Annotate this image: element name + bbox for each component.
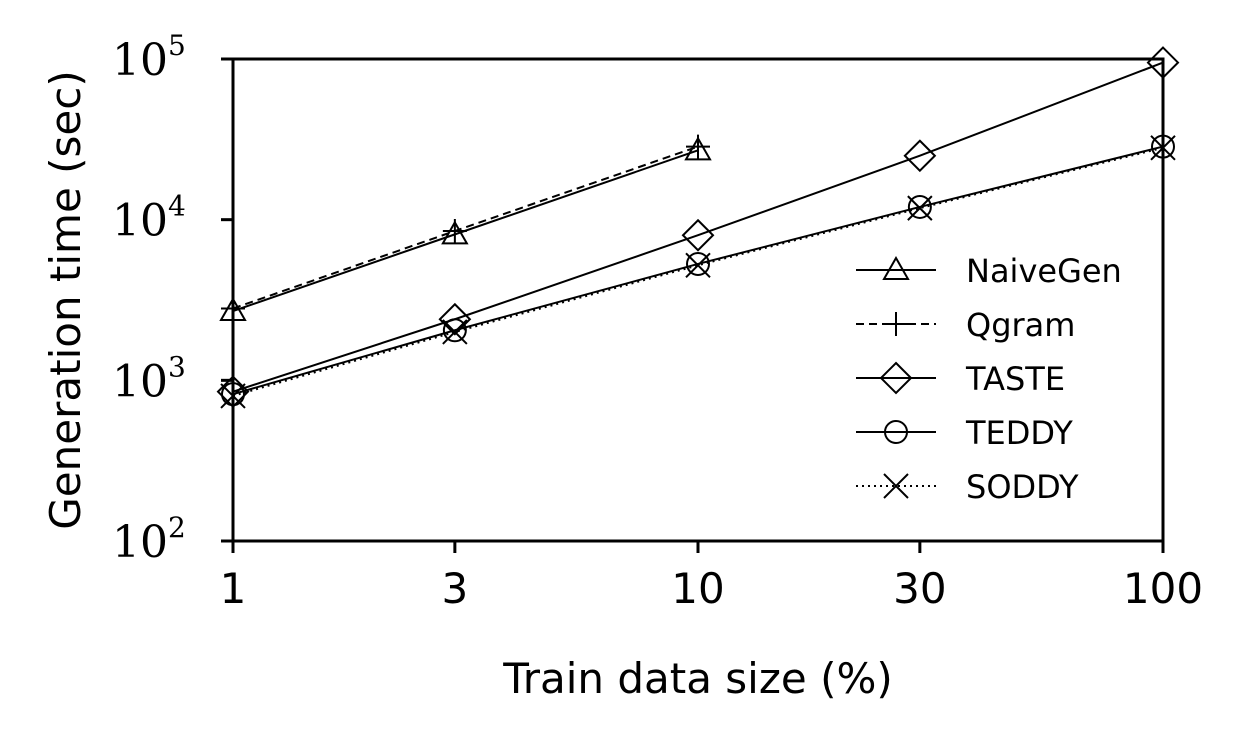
x-axis-title: Train data size (%) <box>502 654 893 703</box>
legend-item-taste: TASTE <box>856 360 1065 398</box>
y-tick-exponent: 5 <box>168 29 186 62</box>
legend-label: NaiveGen <box>966 252 1122 290</box>
legend-marker-circle <box>884 420 908 444</box>
x-tick-label: 1 <box>220 564 247 613</box>
y-tick-exponent: 3 <box>168 350 186 383</box>
y-tick-label: 104 <box>112 190 186 247</box>
series-naivegen <box>219 136 712 322</box>
y-tick-label: 102 <box>112 511 186 568</box>
legend-item-teddy: TEDDY <box>856 414 1073 452</box>
legend-label: Qgram <box>966 306 1075 344</box>
series-taste <box>216 46 1180 409</box>
y-tick-base: 10 <box>112 356 168 407</box>
y-tick-exponent: 4 <box>168 190 186 223</box>
y-tick-label: 103 <box>112 350 186 407</box>
data-point-qgram-1 <box>442 219 467 244</box>
data-point-soddy-2 <box>685 252 711 279</box>
legend-marker-x <box>883 473 909 499</box>
data-point-taste-3 <box>903 139 937 173</box>
legend-marker-plus <box>884 312 908 336</box>
legend-marker-triangle <box>882 255 910 280</box>
series-line-qgram <box>232 145 699 310</box>
legend-label: SODDY <box>966 468 1079 506</box>
y-tick-base: 10 <box>112 196 168 247</box>
data-point-taste-1 <box>438 302 472 336</box>
y-tick-exponent: 2 <box>168 511 186 544</box>
series-layer <box>216 46 1180 409</box>
legend-item-naivegen: NaiveGen <box>856 252 1122 290</box>
data-point-soddy-3 <box>907 195 933 221</box>
data-point-teddy-1 <box>442 318 467 343</box>
x-tick-label: 30 <box>893 564 946 613</box>
y-axis-title: Generation time (sec) <box>41 70 90 529</box>
legend-item-soddy: SODDY <box>856 468 1079 506</box>
y-tick-base: 10 <box>112 35 168 86</box>
legend-item-qgram: Qgram <box>856 306 1075 344</box>
y-tick-label: 105 <box>112 29 186 86</box>
data-point-taste-2 <box>681 218 715 252</box>
data-point-soddy-1 <box>442 319 468 345</box>
data-point-teddy-2 <box>686 251 710 276</box>
x-tick-label: 10 <box>671 564 724 613</box>
series-qgram <box>221 134 710 321</box>
legend-label: TEDDY <box>965 414 1073 452</box>
x-tick-label: 3 <box>441 564 468 613</box>
data-point-teddy-3 <box>907 194 932 219</box>
x-axis: 1 3 10 30 100 <box>220 541 1203 613</box>
legend: NaiveGen Qgram TASTE TEDDY SODDY <box>856 252 1122 506</box>
x-tick-label: 100 <box>1123 564 1203 613</box>
data-point-qgram-2 <box>686 134 710 159</box>
legend-marker-diamond <box>879 361 913 395</box>
y-tick-base: 10 <box>112 517 168 568</box>
series-line-taste <box>232 61 1164 393</box>
legend-label: TASTE <box>965 360 1065 398</box>
